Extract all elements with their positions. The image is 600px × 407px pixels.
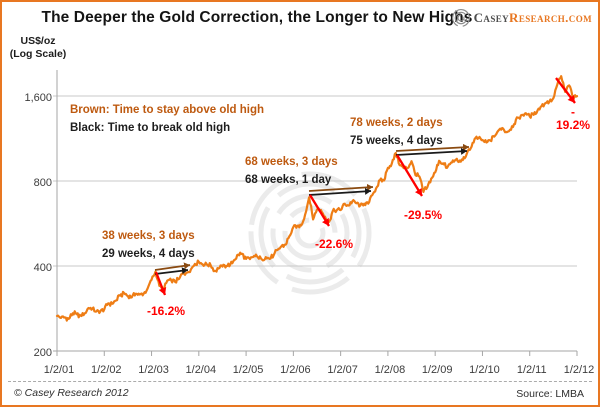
x-tick-label: 1/2/09 — [421, 364, 453, 376]
brown-annotation-arrow — [154, 262, 191, 271]
page-title: The Deeper the Gold Correction, the Long… — [41, 9, 473, 26]
x-tick-label: 1/2/07 — [327, 364, 358, 376]
watermark-ring — [248, 171, 372, 295]
casey-spiral-icon — [451, 9, 470, 27]
black-annotation-arrow — [395, 147, 468, 156]
footer-separator — [8, 381, 592, 382]
x-tick-label: 1/2/06 — [280, 364, 311, 376]
annotation-1-drop-pct: -16.2% — [147, 304, 186, 318]
gold-price-line — [55, 75, 579, 322]
footer-copyright: © Casey Research 2012 — [14, 387, 129, 399]
y-axis-title-scale: (Log Scale) — [9, 48, 67, 60]
y-tick-label: 400 — [33, 262, 52, 274]
logo-wordmark: CaseyResearch.com — [474, 10, 592, 26]
logo-domain-text: Research.com — [509, 10, 592, 25]
brown-annotation-arrow — [308, 183, 374, 192]
y-tick-label: 800 — [33, 177, 52, 189]
y-axis-title: US$/oz (Log Scale) — [8, 35, 68, 61]
watermark-ring — [282, 205, 338, 261]
x-tick-label: 1/2/03 — [138, 364, 169, 376]
x-tick-label: 1/2/01 — [43, 364, 75, 376]
y-tick-label: 200 — [33, 347, 52, 359]
red-annotation-arrow — [555, 77, 576, 104]
annotation-3-drop-pct: -29.5% — [404, 208, 443, 222]
legend-brown: Brown: Time to stay above old high — [70, 104, 265, 116]
watermark-ring — [270, 193, 350, 273]
annotation-2-stay-above: 68 weeks, 3 days — [245, 156, 338, 168]
watermark-ring — [258, 181, 362, 285]
black-annotation-arrow — [308, 187, 372, 196]
x-tick-label: 1/2/12 — [563, 364, 595, 376]
x-tick-label: 1/2/05 — [232, 364, 264, 376]
annotation-3-break-high: 75 weeks, 4 days — [350, 135, 443, 147]
footer-source: Source: LMBA — [516, 388, 584, 400]
x-tick-label: 1/2/04 — [185, 364, 217, 376]
annotation-2-break-high: 68 weeks, 1 day — [245, 174, 332, 186]
x-tick-label: 1/2/11 — [516, 364, 547, 376]
red-annotation-arrow — [154, 271, 167, 296]
annotation-4-drop-pct: - 19.2% — [555, 105, 591, 132]
black-annotation-arrow — [154, 267, 189, 275]
annotation-1-break-high: 29 weeks, 4 days — [102, 248, 195, 260]
legend-black: Black: Time to break old high — [70, 122, 231, 134]
red-annotation-arrow — [309, 194, 330, 227]
x-tick-label: 1/2/02 — [90, 364, 122, 376]
annotation-2-drop-pct: -22.6% — [315, 237, 354, 251]
y-tick-label: 1,600 — [24, 92, 52, 104]
x-tick-label: 1/2/08 — [374, 364, 406, 376]
annotation-3-stay-above: 78 weeks, 2 days — [350, 117, 443, 129]
x-tick-label: 1/2/10 — [469, 364, 500, 376]
logo-casey-text: Casey — [473, 10, 510, 25]
casey-research-logo: CaseyResearch.com — [451, 8, 592, 28]
annotation-1-stay-above: 38 weeks, 3 days — [102, 230, 195, 242]
brown-annotation-arrow — [395, 143, 470, 152]
red-annotation-arrow — [396, 154, 423, 197]
watermark-ring — [294, 217, 326, 249]
y-axis-title-units: US$/oz — [20, 35, 56, 47]
